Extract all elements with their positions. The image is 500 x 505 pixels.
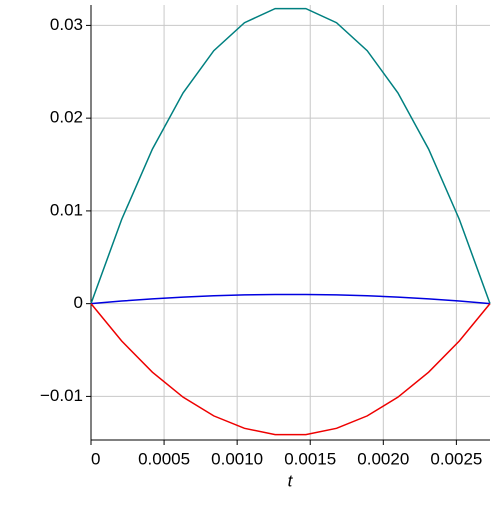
y-tick-label: 0: [74, 293, 83, 312]
y-tick-label: 0.03: [50, 15, 83, 34]
x-tick-label: 0.0015: [284, 449, 336, 468]
y-tick-label: 0.01: [50, 200, 83, 219]
line-series: [90, 303, 491, 436]
x-tick-label: 0.0025: [430, 449, 482, 468]
x-tick-label: 0.0020: [357, 449, 409, 468]
x-tick-label: 0: [91, 449, 100, 468]
y-tick-label: −0.01: [40, 386, 83, 405]
x-tick-label: 0.0010: [211, 449, 263, 468]
x-tick-label: 0.0005: [138, 449, 190, 468]
x-axis-label: t: [288, 471, 294, 490]
y-tick-label: 0.02: [50, 108, 83, 127]
line-series: [90, 293, 491, 305]
line-series: [90, 7, 491, 304]
